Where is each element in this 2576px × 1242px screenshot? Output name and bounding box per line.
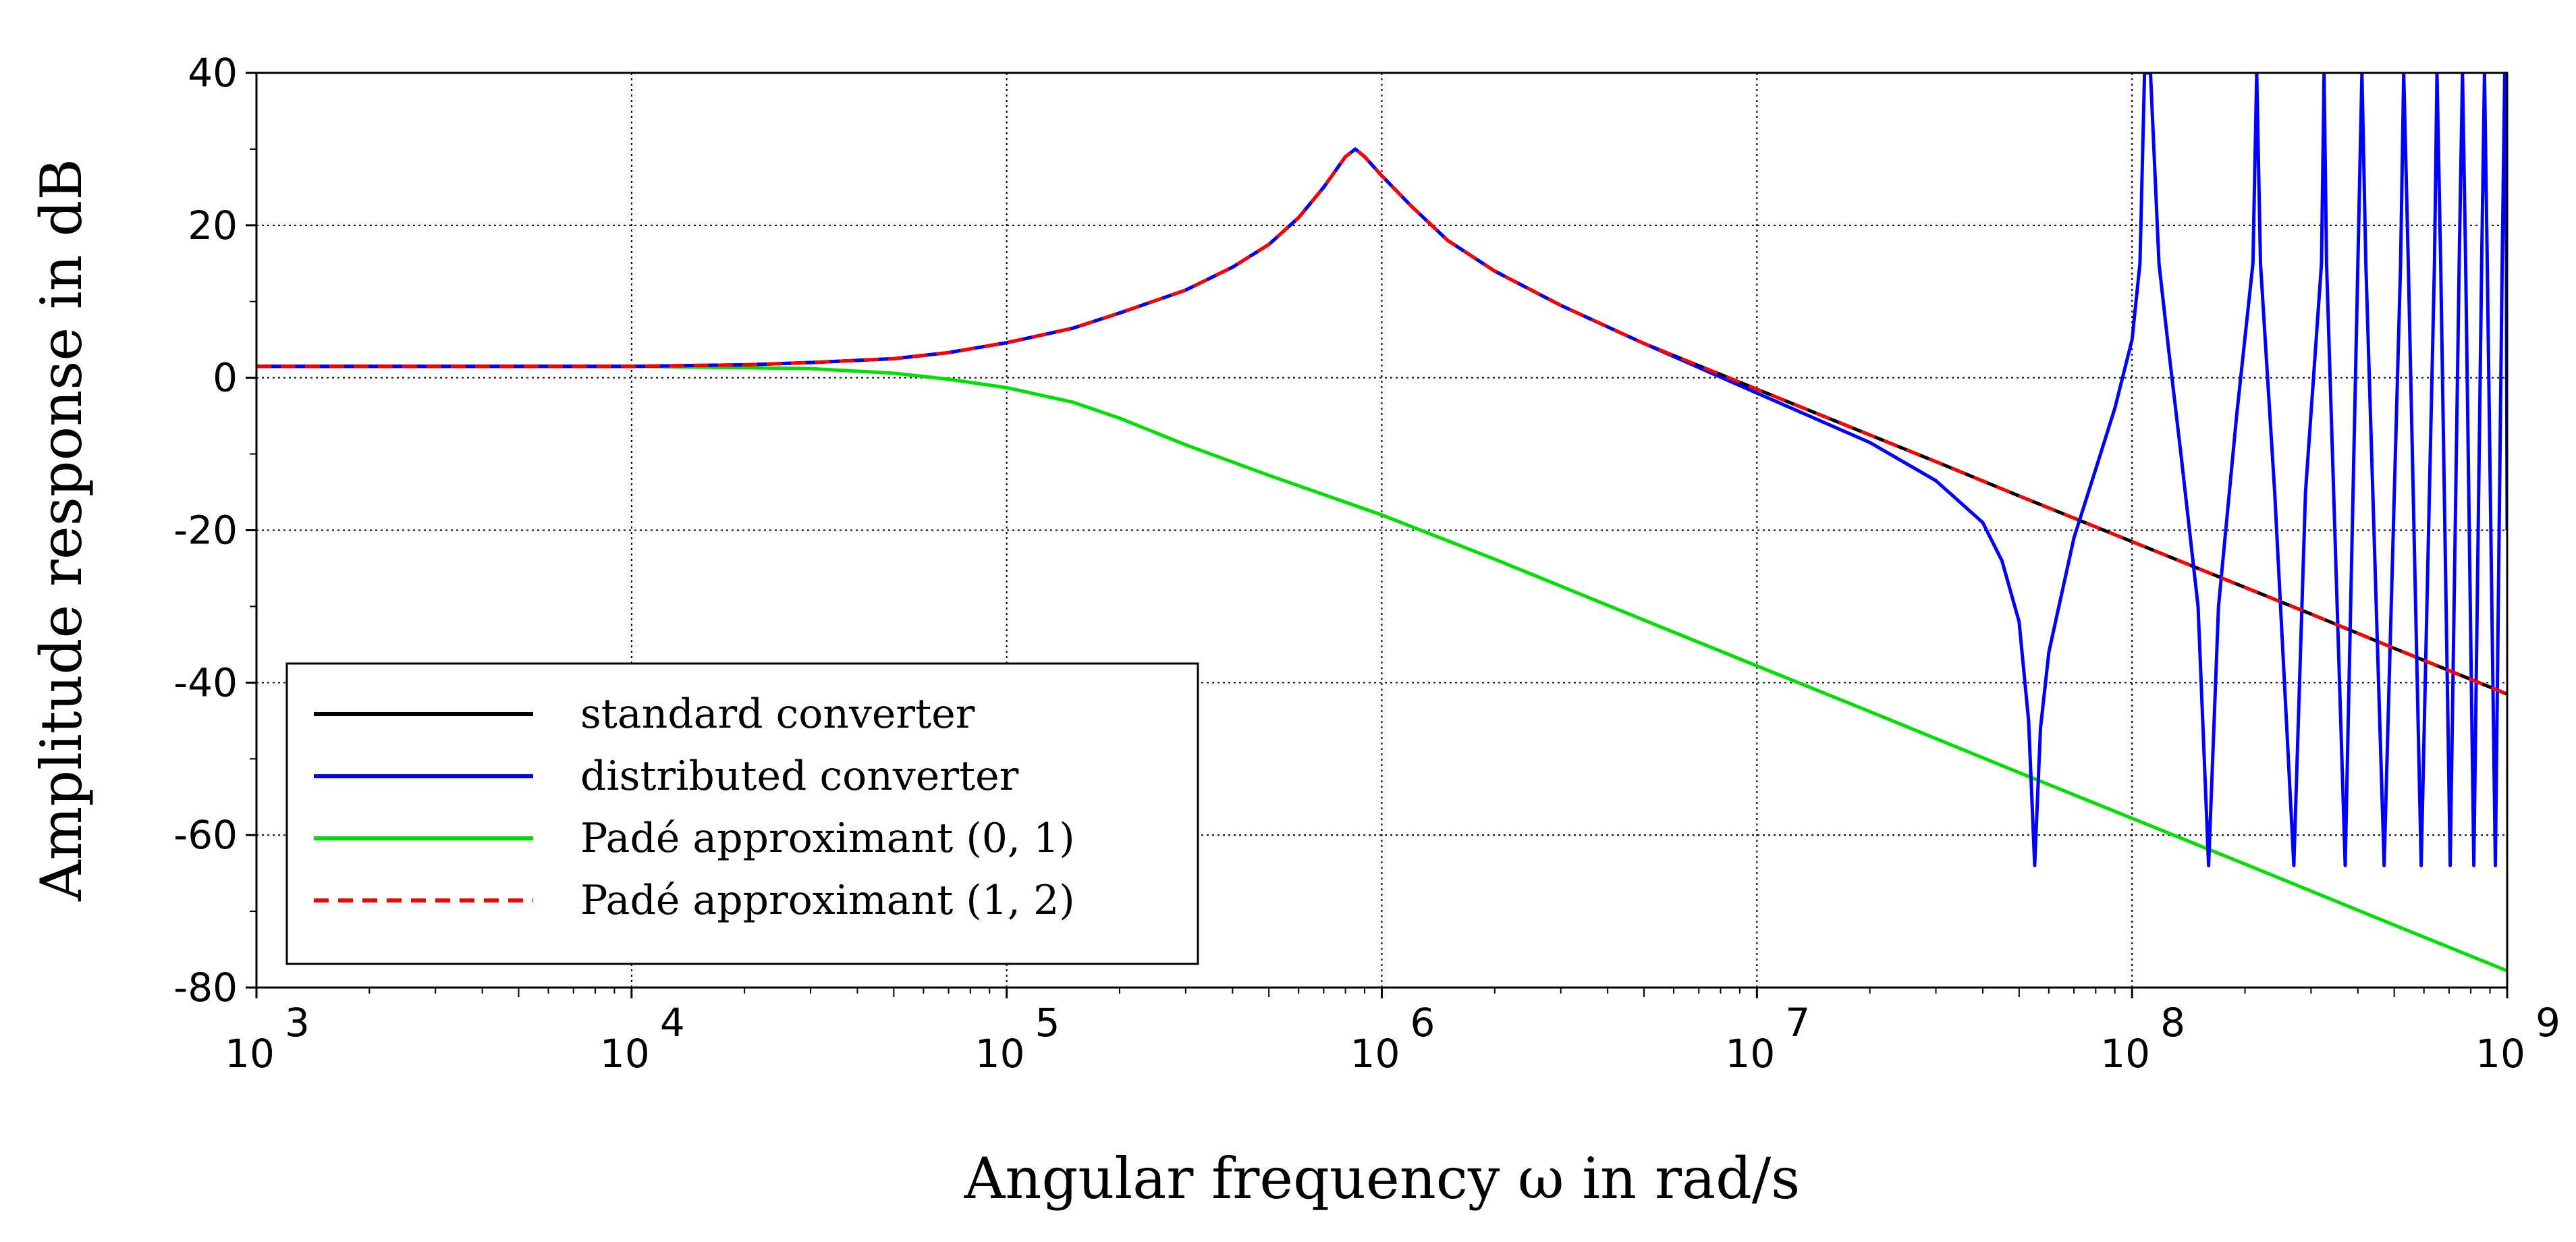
x-tick-exponent: 3: [285, 1000, 310, 1046]
series-group: [256, 73, 2507, 973]
y-tick-label: 20: [188, 202, 238, 248]
x-tick-exponent: 7: [1785, 1000, 1810, 1046]
x-tick-label: 10: [1725, 1031, 1775, 1077]
x-tick-label: 10: [975, 1031, 1025, 1077]
y-axis-label: Amplitude response in dB: [28, 159, 94, 902]
series-line-3: [256, 147, 2507, 696]
legend-label-3: Padé approximant (1, 2): [580, 877, 1075, 924]
y-tick-label: 0: [213, 355, 238, 401]
plot-frame: [255, 72, 2509, 989]
series-line-2: [256, 364, 2507, 973]
x-tick-label: 10: [2100, 1031, 2150, 1077]
y-tick-labels: 40 20 0 -20 -40 -60 -80: [173, 50, 238, 1010]
y-tick-label: -80: [173, 965, 238, 1010]
y-tick-label: -20: [173, 508, 238, 554]
legend-label-1: distributed converter: [580, 753, 1019, 800]
x-tick-exponent: 5: [1035, 1000, 1060, 1046]
x-tick-label: 10: [2475, 1031, 2525, 1077]
legend-label-2: Padé approximant (0, 1): [580, 815, 1075, 862]
x-tick-exponent: 9: [2536, 1000, 2560, 1046]
y-tick-label: -40: [173, 659, 238, 705]
legend: standard converter distributed converter P…: [285, 662, 1199, 965]
x-tick-exponent: 4: [660, 1000, 685, 1046]
y-tick-label: 40: [188, 50, 238, 96]
y-tick-label: -60: [173, 812, 238, 858]
x-tick-exponent: 6: [1410, 1000, 1435, 1046]
legend-label-0: standard converter: [580, 691, 975, 738]
x-tick-label: 10: [600, 1031, 650, 1077]
x-tick-label: 10: [225, 1031, 275, 1077]
x-tick-exponent: 8: [2160, 1000, 2185, 1046]
x-tick-label: 10: [1350, 1031, 1400, 1077]
x-axis-label: Angular frequency ω in rad/s: [964, 1145, 1801, 1212]
